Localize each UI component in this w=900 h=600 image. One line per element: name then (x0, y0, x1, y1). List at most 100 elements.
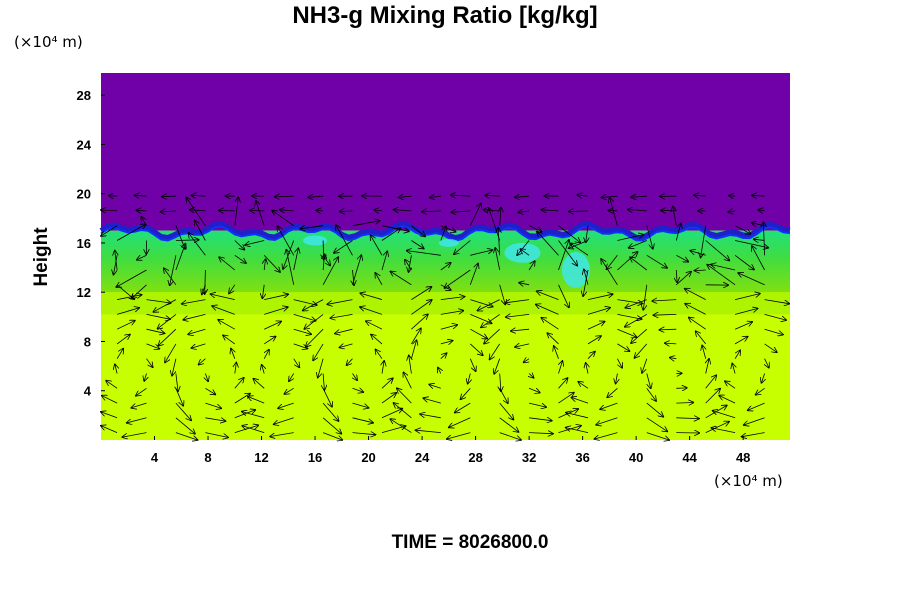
wind-vector (278, 402, 294, 408)
wind-vector (371, 335, 383, 345)
wind-vector (586, 225, 588, 243)
wind-vector (330, 314, 353, 318)
wind-vector (101, 426, 118, 433)
wind-vector (499, 417, 519, 432)
wind-vector (254, 379, 265, 389)
wind-vector (313, 343, 324, 360)
wind-vector (158, 328, 177, 345)
wind-vector (183, 314, 206, 319)
cyan-pocket (303, 235, 328, 246)
wind-vector (423, 398, 441, 404)
wind-vector (141, 217, 147, 226)
wind-vector (542, 318, 559, 330)
wind-vector (264, 294, 288, 300)
wind-vector (752, 223, 765, 226)
x-tick-label: 48 (736, 450, 750, 465)
wind-vector (411, 287, 431, 300)
wind-vector (146, 314, 170, 319)
wind-vector (631, 328, 648, 343)
wind-vector (242, 426, 265, 433)
wind-vector (144, 373, 146, 381)
wind-vector (234, 254, 246, 263)
wind-vector (272, 211, 294, 227)
wind-vector (146, 328, 165, 333)
wind-vector (484, 328, 500, 343)
wind-vector (381, 228, 400, 241)
wind-vector (322, 432, 342, 440)
wind-vector (470, 314, 491, 323)
wind-vector (223, 335, 236, 345)
wind-vector (176, 373, 178, 392)
wind-vector (596, 417, 618, 425)
wind-vector (584, 270, 589, 285)
wind-vector (114, 255, 118, 274)
wind-vector (559, 361, 563, 374)
wind-vector (617, 252, 637, 271)
wind-vector (263, 337, 275, 345)
wind-vector (734, 254, 754, 269)
y-axis-unit: (×10⁴ m) (14, 33, 83, 51)
wind-vector (391, 272, 412, 286)
wind-vector (116, 349, 123, 359)
wind-vector (205, 418, 225, 421)
wind-vector (490, 343, 501, 359)
wind-vector (646, 417, 667, 432)
wind-vector (205, 373, 208, 382)
wind-vector (728, 211, 736, 212)
wind-vector (303, 299, 324, 311)
wind-vector (537, 232, 559, 256)
wind-vector (676, 254, 688, 261)
wind-vector (440, 341, 453, 344)
x-tick-label: 40 (629, 450, 643, 465)
wind-vector (289, 373, 294, 382)
wind-vector (764, 314, 787, 320)
wind-vector (366, 321, 383, 330)
wind-vector (394, 403, 412, 419)
wind-vector (469, 204, 481, 226)
wind-vector (262, 284, 264, 298)
wind-vector (719, 396, 736, 404)
wind-vector (498, 228, 500, 256)
wind-vector (705, 240, 730, 261)
wind-vector (505, 300, 530, 303)
wind-vector (515, 344, 530, 347)
wind-vector (676, 403, 693, 404)
wind-vector (536, 305, 559, 315)
wind-vector (616, 373, 618, 384)
wind-vector (137, 210, 147, 211)
wind-vector (506, 314, 530, 317)
wind-vector (229, 284, 236, 294)
wind-vector (175, 432, 198, 440)
wind-vector (445, 269, 471, 288)
wind-vector (756, 387, 765, 394)
wind-vector (713, 411, 736, 419)
wind-vector (195, 221, 206, 241)
wind-vector (211, 294, 235, 300)
wind-vector (116, 321, 135, 330)
wind-vector (205, 387, 215, 394)
wind-vector (469, 358, 475, 371)
wind-vector (673, 207, 677, 226)
wind-vector (170, 255, 177, 285)
wind-vector (352, 433, 376, 435)
wind-vector (654, 314, 677, 315)
wind-vector (411, 340, 416, 359)
wind-vector (528, 261, 535, 271)
wind-vector (696, 331, 707, 345)
wind-vector (617, 314, 641, 319)
wind-vector (293, 299, 317, 306)
wind-vector (101, 225, 118, 236)
wind-vector (646, 432, 669, 440)
wind-vector (189, 233, 206, 256)
wind-vector (360, 307, 383, 315)
wind-vector (411, 240, 423, 249)
wind-vector (528, 387, 540, 392)
wind-vector (234, 240, 245, 250)
wind-vector (394, 210, 412, 211)
wind-vector (192, 343, 206, 348)
wind-vector (304, 314, 324, 329)
wind-vector (188, 328, 206, 334)
wind-vector (293, 248, 299, 271)
wind-vector (519, 211, 530, 213)
wind-vector (485, 195, 500, 196)
